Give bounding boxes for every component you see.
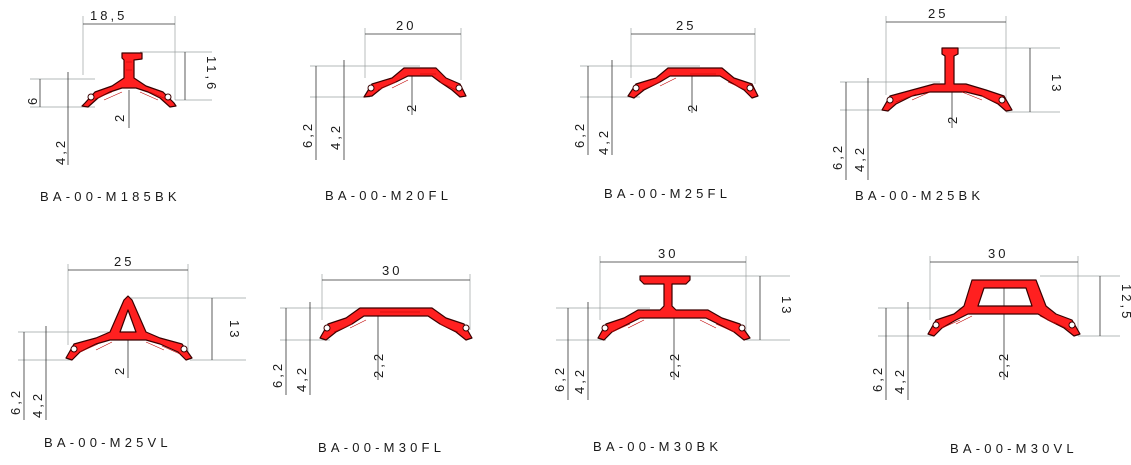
dim-label-6: 6 xyxy=(25,95,40,105)
dim-label-6-2: 6,2 xyxy=(300,121,315,148)
dim-label-2: 2 xyxy=(945,114,960,124)
profile-shape xyxy=(319,307,473,341)
width-dim-label: 30 xyxy=(658,246,678,261)
dim-label-6-2: 6,2 xyxy=(552,365,567,392)
height-dim-label: 13 xyxy=(227,320,242,340)
width-dim-label: 25 xyxy=(676,18,696,33)
height-dim-label: 13 xyxy=(779,296,794,316)
width-dim-label: 30 xyxy=(382,263,402,278)
dim-label-6-2: 6,2 xyxy=(8,388,23,415)
profile-m30fl: 30 6,2 4,2 2,2 xyxy=(270,263,473,395)
width-dim-label: 20 xyxy=(396,18,416,33)
profile-m25vl: 25 13 6,2 4,2 2 xyxy=(8,254,246,420)
width-dim-label: 25 xyxy=(114,254,134,269)
profile-shape xyxy=(597,275,751,341)
profile-shape xyxy=(65,295,193,361)
profile-m25fl: 25 6,2 4,2 2 xyxy=(572,18,759,155)
dim-label-2: 2 xyxy=(404,102,419,112)
dim-label-4-2: 4,2 xyxy=(294,365,309,392)
dim-label-2: 2 xyxy=(112,365,127,375)
height-dim-label: 13 xyxy=(1049,74,1064,94)
profile-shape xyxy=(363,67,467,98)
caption-m185bk: BA-00-M185BK xyxy=(40,189,181,204)
profile-m25bk: 25 13 6,2 4,2 2 xyxy=(830,6,1064,180)
dim-label-2: 2 xyxy=(112,112,127,122)
hatching xyxy=(79,61,1071,355)
dim-label-4-2: 4,2 xyxy=(30,391,45,418)
dim-label-6-2: 6,2 xyxy=(270,361,285,388)
caption-m30bk: BA-00-M30BK xyxy=(593,439,723,454)
caption-m30vl: BA-00-M30VL xyxy=(950,441,1078,456)
profile-m20fl: 20 6,2 4,2 2 xyxy=(300,18,467,160)
dim-label-6-2: 6,2 xyxy=(830,143,845,170)
dim-label-6-2: 6,2 xyxy=(572,121,587,148)
profile-shape xyxy=(81,52,177,108)
dim-label-6-2: 6,2 xyxy=(870,365,885,392)
dim-label-4-2: 4,2 xyxy=(892,367,907,394)
dim-label-2-2: 2,2 xyxy=(996,351,1011,378)
caption-m25fl: BA-00-M25FL xyxy=(604,186,732,201)
dim-label-4-2: 4,2 xyxy=(53,138,68,165)
dim-label-2-2: 2,2 xyxy=(371,351,386,378)
dim-label-4-2: 4,2 xyxy=(328,123,343,150)
caption-m30fl: BA-00-M30FL xyxy=(318,440,446,455)
caption-m20fl: BA-00-M20FL xyxy=(325,188,453,203)
caption-m25vl: BA-00-M25VL xyxy=(44,435,172,450)
profile-m30vl: 30 12,5 6,2 4,2 2,2 xyxy=(870,246,1131,400)
dim-label-2: 2 xyxy=(685,102,700,112)
dim-label-4-2: 4,2 xyxy=(572,367,587,394)
dim-label-4-2: 4,2 xyxy=(852,145,867,172)
width-dim-label: 18,5 xyxy=(90,8,127,23)
profile-m185bk: 18,5 11,6 6 4,2 2 xyxy=(25,8,219,165)
profile-shape xyxy=(627,67,759,99)
dim-label-4-2: 4,2 xyxy=(596,128,611,155)
height-dim-label: 11,6 xyxy=(204,56,219,92)
width-dim-label: 30 xyxy=(988,246,1008,261)
width-dim-label: 25 xyxy=(928,6,948,21)
profile-shape xyxy=(927,279,1081,337)
height-dim-label: 12,5 xyxy=(1119,284,1131,321)
profile-m30bk: 30 13 6,2 4,2 2,2 xyxy=(552,246,794,400)
profile-shape xyxy=(881,47,1013,112)
caption-m25bk: BA-00-M25BK xyxy=(855,188,985,203)
dim-label-2-2: 2,2 xyxy=(667,351,682,378)
